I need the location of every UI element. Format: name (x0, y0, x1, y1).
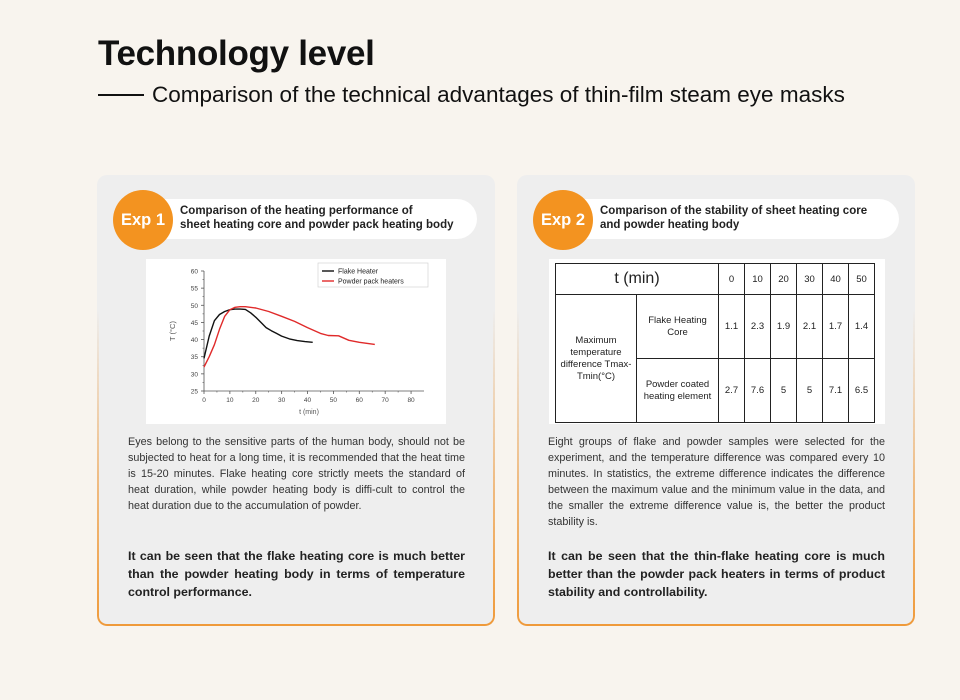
x-tick-label: 80 (407, 397, 415, 404)
line-chart: 25 30 35 40 45 50 55 60 0 10 20 30 40 50 60 70 80 t (min)… (168, 262, 429, 416)
table-cell: 1.9 (770, 294, 797, 359)
table-row: Maximum temperature difference Tmax-Tmin… (555, 294, 875, 423)
x-tick-label: 50 (330, 397, 338, 404)
table-cell: 1.7 (822, 294, 849, 359)
subtitle-text: Comparison of the technical advantages o… (152, 82, 845, 107)
exp2-heading-pill (549, 199, 899, 239)
page-subtitle: Comparison of the technical advantages o… (98, 82, 845, 108)
table-cell: 5 (770, 358, 797, 423)
exp1-card: Exp 1 Comparison of the heating performa… (97, 175, 495, 626)
y-tick-label: 35 (191, 354, 199, 361)
exp2-badge: Exp 2 (533, 190, 593, 250)
table-col-header: 50 (848, 263, 875, 295)
table-row: Powder coated heating element 2.7 7.6 5 … (556, 358, 875, 423)
legend-label: Flake Heater (338, 269, 379, 276)
x-tick-label: 30 (278, 397, 286, 404)
table-col-header: 20 (770, 263, 797, 295)
exp2-heading: Comparison of the stability of sheet hea… (600, 204, 900, 232)
x-tick-label: 20 (252, 397, 260, 404)
table-col-header: 40 (822, 263, 849, 295)
table-header-row: t (min) 0 10 20 30 40 50 (555, 263, 875, 295)
series-line (203, 306, 375, 368)
x-tick-label: 70 (382, 397, 390, 404)
y-tick-label: 50 (191, 303, 199, 310)
table-cell: 7.1 (822, 358, 849, 423)
table-col-header: 0 (718, 263, 745, 295)
stability-table: t (min) 0 10 20 30 40 50 Maximum tempera… (555, 263, 875, 423)
x-axis-label: t (min) (299, 409, 319, 416)
x-tick-label: 0 (202, 397, 206, 404)
table-cell: 1.1 (718, 294, 745, 359)
table-cell: 7.6 (744, 358, 771, 423)
subtitle-dash (98, 94, 144, 96)
table-col-header: 30 (796, 263, 823, 295)
y-tick-label: 40 (191, 337, 199, 344)
legend-label: Powder pack heaters (338, 279, 404, 286)
table-row-group-label: Maximum temperature difference Tmax-Tmin… (555, 294, 637, 423)
y-axis-label: T (°C) (168, 321, 177, 341)
exp2-heading-line1: Comparison of the stability of sheet hea… (600, 205, 868, 217)
exp1-body-text: Eyes belong to the sensitive parts of th… (128, 436, 465, 512)
series-line (203, 308, 313, 359)
exp1-badge: Exp 1 (113, 190, 173, 250)
table-cell: 2.3 (744, 294, 771, 359)
stability-table-container: t (min) 0 10 20 30 40 50 Maximum tempera… (549, 259, 885, 424)
exp2-card: Exp 2 Comparison of the stability of she… (517, 175, 915, 626)
chart-legend (317, 262, 429, 288)
table-row-label: Powder coated heating element (636, 358, 719, 423)
exp2-conclusion: It can be seen that the thin-flake heati… (548, 549, 885, 599)
table-cell: 5 (796, 358, 823, 423)
exp2-heading-line2: and powder heating body (600, 219, 740, 231)
y-tick-label: 25 (191, 389, 199, 396)
x-tick-label: 40 (304, 397, 312, 404)
exp1-heading-line2: sheet heating core and powder pack heati… (180, 219, 454, 231)
y-tick-label: 30 (191, 371, 199, 378)
x-tick-label: 10 (226, 397, 234, 404)
x-tick-label: 60 (356, 397, 364, 404)
table-cell: 2.1 (796, 294, 823, 359)
y-tick-label: 55 (191, 286, 199, 293)
exp1-heading-pill (129, 199, 477, 239)
y-tick-label: 45 (191, 320, 199, 327)
table-cell: 6.5 (848, 358, 875, 423)
table-cell: 1.4 (848, 294, 875, 359)
table-cell: 2.7 (718, 358, 745, 423)
exp1-conclusion: It can be seen that the flake heating co… (128, 549, 465, 599)
temperature-chart: 25 30 35 40 45 50 55 60 0 10 20 30 40 50 60 70 80 t (min)… (146, 259, 446, 424)
table-col-header: 10 (744, 263, 771, 295)
exp1-heading: Comparison of the heating performance of… (180, 204, 480, 232)
table-header-label: t (min) (555, 263, 719, 295)
exp2-body-text: Eight groups of flake and powder samples… (548, 436, 885, 528)
y-tick-label: 60 (191, 269, 199, 276)
table-row-label: Flake Heating Core (636, 294, 719, 359)
page-title: Technology level (98, 34, 375, 73)
exp1-heading-line1: Comparison of the heating performance of (180, 205, 413, 217)
